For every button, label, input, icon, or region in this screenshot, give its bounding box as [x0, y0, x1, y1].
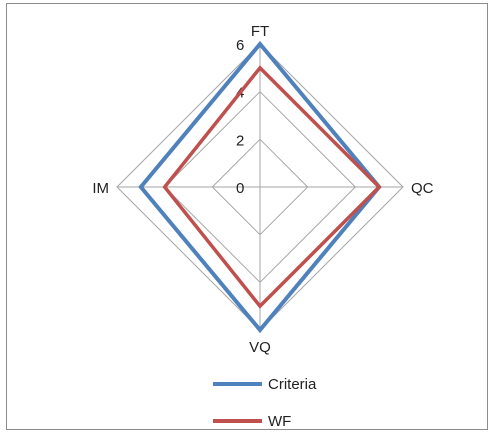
tick-label-0: 0 [236, 180, 244, 197]
series-wf [162, 65, 382, 309]
series-criteria [138, 40, 382, 334]
axis-label-ft: FT [251, 23, 269, 40]
legend-label-criteria: Criteria [268, 376, 317, 393]
axis-label-vq: VQ [249, 339, 271, 356]
legend-label-wf: WF [268, 413, 291, 430]
tick-label-6: 6 [236, 37, 244, 54]
chart-frame [6, 3, 488, 430]
axis-label-im: IM [92, 180, 109, 197]
tick-label-2: 2 [236, 132, 244, 149]
axis-label-qc: QC [411, 180, 434, 197]
